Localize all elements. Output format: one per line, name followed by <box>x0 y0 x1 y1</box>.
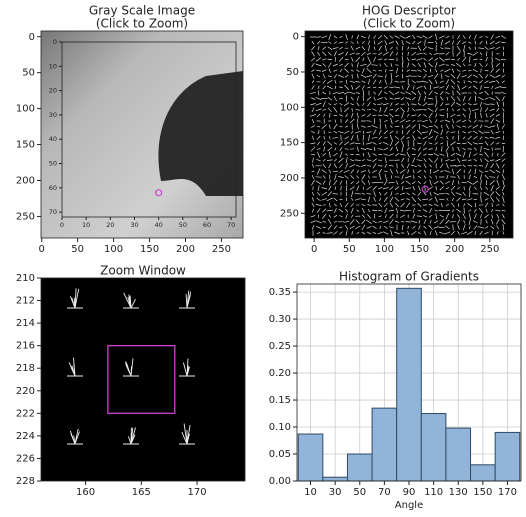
bar <box>323 477 348 481</box>
x-tick-label: 170 <box>188 487 207 498</box>
y-tick-label: 250 <box>16 211 35 222</box>
hog-image <box>305 31 513 238</box>
inset-y-tick-label: 60 <box>49 184 57 192</box>
x-tick-label: 150 <box>140 244 159 255</box>
y-tick-label: 0.30 <box>269 314 291 325</box>
subplot-title: (Click to Zoom) <box>363 17 455 31</box>
y-tick-label: 210 <box>16 273 35 284</box>
bar <box>347 454 372 481</box>
y-tick-label: 0.10 <box>269 422 291 433</box>
x-tick-label: 50 <box>343 244 356 255</box>
x-tick-label: 250 <box>212 244 231 255</box>
figure: Gray Scale Image(Click to Zoom)010203040… <box>0 0 526 513</box>
x-tick-label: 110 <box>424 487 443 498</box>
y-tick-label: 200 <box>16 176 35 187</box>
subplot-title: Zoom Window <box>100 264 186 278</box>
inset-y-tick-label: 50 <box>49 160 57 168</box>
subplot-title: Histogram of Gradients <box>339 270 479 284</box>
inset-y-tick-label: 40 <box>49 135 57 143</box>
x-tick-label: 100 <box>104 244 123 255</box>
y-tick-label: 100 <box>16 104 35 115</box>
y-tick-label: 224 <box>16 431 35 442</box>
inset-y-tick-label: 70 <box>49 208 57 216</box>
bar <box>495 432 520 481</box>
x-tick-label: 10 <box>304 487 317 498</box>
y-tick-label: 216 <box>16 341 35 352</box>
inset-x-tick-label: 40 <box>155 221 163 229</box>
bar <box>421 414 446 481</box>
x-tick-label: 200 <box>176 244 195 255</box>
y-tick-label: 222 <box>16 408 35 419</box>
x-tick-label: 90 <box>403 487 416 498</box>
x-tick-label: 200 <box>445 244 464 255</box>
bar <box>372 408 397 481</box>
subplot-title: (Click to Zoom) <box>96 17 188 31</box>
x-tick-label: 130 <box>449 487 468 498</box>
inset-x-tick-label: 10 <box>82 221 90 229</box>
y-tick-label: 0.15 <box>269 395 291 406</box>
y-tick-label: 220 <box>16 386 35 397</box>
y-tick-label: 214 <box>16 318 35 329</box>
x-tick-label: 30 <box>329 487 342 498</box>
y-tick-label: 0.20 <box>269 368 291 379</box>
inset-x-tick-label: 20 <box>106 221 114 229</box>
subplot-title: HOG Descriptor <box>362 4 456 18</box>
y-tick-label: 100 <box>280 102 299 113</box>
inset-x-tick-label: 60 <box>203 221 211 229</box>
x-tick-label: 50 <box>353 487 366 498</box>
inset-x-tick-label: 0 <box>60 221 64 229</box>
inset-y-tick-label: 20 <box>49 87 57 95</box>
x-tick-label: 50 <box>71 244 84 255</box>
x-tick-label: 165 <box>132 487 151 498</box>
y-tick-label: 200 <box>280 173 299 184</box>
y-tick-label: 50 <box>22 68 35 79</box>
bar <box>471 465 496 481</box>
x-tick-label: 250 <box>480 244 499 255</box>
inset-y-tick-label: 10 <box>49 62 57 70</box>
inset-y-tick-label: 0 <box>53 38 57 46</box>
y-tick-label: 228 <box>16 476 35 487</box>
x-axis-label: Angle <box>395 500 423 511</box>
inset-x-tick-label: 70 <box>227 221 235 229</box>
inset-x-tick-label: 50 <box>179 221 187 229</box>
subplot-title: Gray Scale Image <box>89 4 195 18</box>
y-tick-label: 0.00 <box>269 476 291 487</box>
inset-y-tick-label: 30 <box>49 111 57 119</box>
bar <box>298 434 323 481</box>
y-tick-label: 0.35 <box>269 287 291 298</box>
x-tick-label: 160 <box>76 487 95 498</box>
y-tick-label: 226 <box>16 453 35 464</box>
y-tick-label: 50 <box>286 67 299 78</box>
x-tick-label: 150 <box>410 244 429 255</box>
x-tick-label: 0 <box>311 244 317 255</box>
y-tick-label: 150 <box>16 140 35 151</box>
bar <box>446 428 471 481</box>
y-tick-label: 212 <box>16 296 35 307</box>
inset-x-tick-label: 30 <box>130 221 138 229</box>
y-tick-label: 150 <box>280 138 299 149</box>
y-tick-label: 0 <box>29 32 35 43</box>
y-tick-label: 218 <box>16 363 35 374</box>
y-tick-label: 0.25 <box>269 341 291 352</box>
y-tick-label: 250 <box>280 208 299 219</box>
x-tick-label: 170 <box>498 487 517 498</box>
x-tick-label: 150 <box>473 487 492 498</box>
y-tick-label: 0.05 <box>269 449 291 460</box>
x-tick-label: 0 <box>39 244 45 255</box>
x-tick-label: 100 <box>375 244 394 255</box>
bar <box>397 288 422 481</box>
x-tick-label: 70 <box>378 487 391 498</box>
y-tick-label: 0 <box>293 32 299 43</box>
